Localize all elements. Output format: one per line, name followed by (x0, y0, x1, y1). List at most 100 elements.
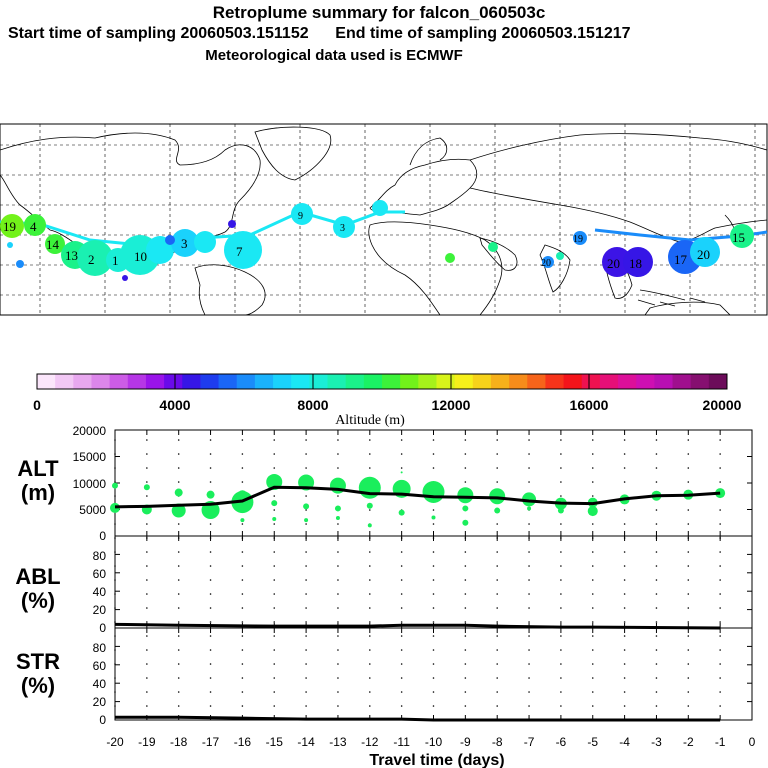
grid-dot (432, 551, 435, 553)
cluster-circle (542, 256, 554, 268)
grid-dot (432, 523, 435, 525)
grid-dot (305, 551, 307, 553)
grid-dot (719, 607, 721, 609)
grid-dot (400, 649, 403, 651)
grid-dot (305, 649, 307, 651)
map-label: 19 (573, 234, 583, 245)
grid-dot (114, 677, 116, 679)
grid-dot (369, 565, 371, 567)
grid-dot (432, 635, 435, 637)
grid-dot (655, 523, 658, 525)
grid-dot (177, 649, 180, 651)
grid-dot (146, 467, 148, 469)
sampling-times: Start time of sampling 20060503.151152 E… (8, 25, 631, 42)
cluster-circle (623, 247, 653, 277)
grid-dot (591, 607, 594, 609)
grid-dot (146, 635, 148, 637)
colorbar-tick: 8000 (297, 397, 328, 413)
grid-dot (687, 677, 690, 679)
grid-dot (496, 691, 499, 693)
grid-dot (528, 635, 530, 637)
grid-dot (623, 691, 626, 693)
alt-mean-line (114, 485, 721, 509)
colorbar-swatch (200, 374, 220, 389)
grid-dot (177, 467, 180, 469)
grid-dot (655, 705, 658, 707)
grid-dot (687, 705, 690, 707)
grid-dot (528, 607, 530, 609)
grid-dot (591, 593, 594, 595)
grid-dot (591, 649, 594, 651)
grid-dot (432, 537, 435, 539)
cluster-circle (291, 203, 313, 225)
grid-dot (337, 663, 339, 665)
colorbar-swatch (599, 374, 619, 389)
grid-dot (146, 593, 148, 595)
alt-cluster (431, 515, 436, 520)
grid-dot (560, 565, 562, 567)
grid-dot (146, 453, 148, 455)
colorbar-swatch (73, 374, 92, 389)
grid-dot (273, 691, 276, 693)
grid-dot (432, 467, 435, 469)
grid-dot (560, 481, 562, 483)
grid-dot (528, 439, 530, 441)
grid-dot (719, 537, 721, 539)
x-tick-labels: -20 -19 -18 -17 -16 -15 -14 -13 -12 -11 -10 -9 -8 -7-… (106, 735, 755, 749)
grid-dot (432, 649, 435, 651)
grid-dot (464, 705, 467, 707)
grid-dot (400, 621, 403, 623)
grid-dot (369, 453, 371, 455)
grid-dot (623, 439, 626, 441)
grid-dot (464, 551, 467, 553)
cluster-circle (0, 214, 24, 238)
grid-dot (591, 705, 594, 707)
grid-dot (337, 635, 339, 637)
map-label: 20 (607, 256, 620, 271)
grid-dot (560, 593, 562, 595)
grid-dot (114, 523, 116, 525)
grid-dot (687, 579, 690, 581)
grid-dot (528, 579, 530, 581)
grid-dot (655, 467, 658, 469)
tick-marks (114, 429, 753, 721)
grid-dot (209, 579, 212, 581)
alt-cluster (494, 507, 501, 514)
grid-dot (560, 649, 562, 651)
grid-dot (177, 453, 180, 455)
grid-dot (655, 663, 658, 665)
grid-dot (464, 537, 467, 539)
cluster-circle (122, 275, 128, 281)
grid-dot (432, 439, 435, 441)
grid-dot (560, 705, 562, 707)
grid-dot (177, 635, 180, 637)
grid-dot (177, 705, 180, 707)
grid-dot (273, 565, 276, 567)
x-tick: -13 (329, 735, 347, 749)
grid-dot (464, 579, 467, 581)
grid-dot (241, 593, 244, 595)
y-tick: 0 (99, 529, 106, 543)
grid-dot (464, 565, 467, 567)
grid-dot (114, 579, 116, 581)
grid-dot (273, 649, 276, 651)
alt-cluster (271, 500, 278, 507)
grid-dot (177, 607, 180, 609)
colorbar-swatch (672, 374, 692, 389)
grid-dot (655, 579, 658, 581)
grid-dot (623, 565, 626, 567)
grid-dot (623, 579, 626, 581)
map-label: 3 (340, 223, 345, 234)
grid-dot (400, 467, 403, 469)
grid-dot (114, 565, 116, 567)
colorbar-swatch (436, 374, 456, 389)
grid-dot (719, 551, 721, 553)
x-tick: -10 (425, 735, 443, 749)
grid-dot (114, 495, 116, 497)
grid-dot (273, 467, 276, 469)
colorbar-swatches (37, 374, 728, 389)
colorbar-swatch (618, 374, 637, 389)
colorbar-tick: 20000 (703, 397, 742, 413)
cluster-circle (171, 229, 199, 257)
altitude-colorbar: 0 4000 8000 12000 16000 20000 Altitude (… (33, 373, 742, 428)
